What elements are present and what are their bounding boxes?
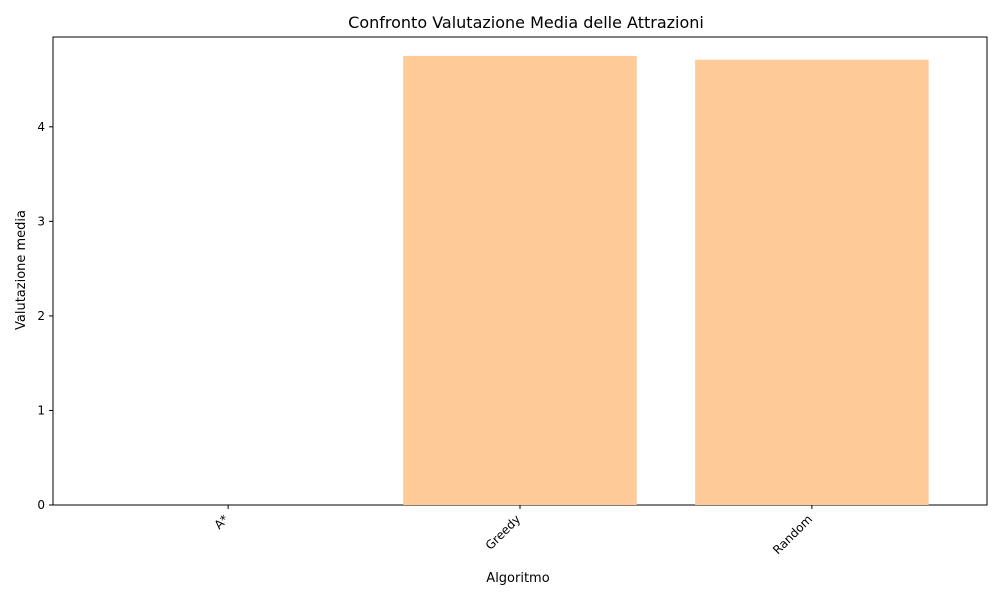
y-tick-label: 3 — [37, 214, 45, 228]
y-tick-label: 1 — [37, 403, 45, 417]
bar-random — [695, 59, 929, 505]
x-tick-label: A* — [211, 512, 231, 532]
y-axis: 0 1 2 3 4 — [37, 120, 53, 512]
y-axis-label: Valutazione media — [14, 210, 29, 330]
y-tick-label: 4 — [37, 120, 45, 134]
x-tick-label: Random — [770, 512, 815, 557]
x-axis-label: Algoritmo — [486, 571, 549, 586]
x-tick-label: Greedy — [483, 512, 524, 553]
x-axis: A* Greedy Random — [211, 505, 815, 557]
bars-group — [403, 55, 929, 506]
y-tick-label: 2 — [37, 309, 45, 323]
y-tick-label: 0 — [37, 498, 45, 512]
chart-title: Confronto Valutazione Media delle Attraz… — [348, 13, 704, 32]
bar-greedy — [403, 55, 637, 506]
